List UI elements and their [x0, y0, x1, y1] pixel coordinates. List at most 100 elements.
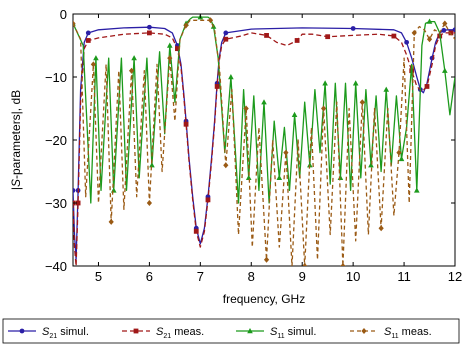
series-1-point	[325, 34, 331, 40]
series-3-point	[283, 149, 289, 156]
series-3-point	[128, 67, 135, 74]
series-3-point	[359, 99, 365, 106]
series-3-point	[207, 17, 214, 24]
x-tick-label: 5	[95, 269, 102, 284]
series-1-point	[75, 200, 81, 206]
legend-label-sub: 21	[49, 333, 57, 340]
series-3-point	[90, 61, 96, 68]
legend-label-main: S	[270, 326, 278, 338]
series-3-point	[396, 149, 402, 156]
y-axis-label: |S-parameters|, dB	[9, 90, 23, 190]
series-3-point	[146, 200, 152, 206]
series-3	[73, 17, 455, 266]
legend-label: S11 simul.	[270, 326, 316, 340]
series-2-point	[426, 18, 433, 24]
legend-label-suffix: simul.	[57, 326, 89, 338]
legend-label-suffix: simul.	[285, 326, 317, 338]
x-axis-label: frequency, GHz	[223, 292, 305, 306]
series-2-point	[131, 55, 137, 61]
legend-swatch-marker	[361, 328, 367, 334]
legend-entry-2: S11 simul.	[236, 326, 316, 340]
series-3-point	[223, 162, 229, 169]
series-2-point	[383, 86, 390, 92]
series-2-point	[368, 162, 374, 168]
series-0-point	[73, 188, 76, 193]
series-2-point	[228, 74, 234, 80]
legend-label: S11 meas.	[384, 326, 432, 340]
legend-label: S21 simul.	[42, 326, 89, 340]
series-1-point	[85, 38, 91, 43]
series-1-point	[391, 33, 397, 39]
series-3-point	[378, 225, 384, 232]
series-0-point	[441, 27, 447, 33]
series-line-1	[73, 32, 455, 266]
x-tick-label: 9	[299, 269, 306, 284]
x-tick-label: 11	[397, 269, 411, 284]
series-2-point	[245, 174, 252, 180]
series-3-point	[167, 55, 173, 62]
series-2-point	[166, 42, 173, 48]
legend-label-sub: 11	[391, 333, 398, 340]
legend-label-main: S	[384, 326, 392, 338]
series-3-point	[108, 218, 114, 225]
series-0-point	[350, 26, 356, 31]
legend-label: S21 meas.	[156, 326, 204, 340]
series-line-3	[73, 19, 455, 266]
legend-entry-0: S21 simul.	[8, 326, 89, 340]
series-1-point	[175, 46, 180, 52]
x-tick-label: 10	[346, 269, 360, 284]
y-tick-label: −10	[45, 70, 67, 85]
series-0-point	[85, 30, 91, 36]
legend-swatch-marker	[19, 328, 25, 334]
legend-entry-1: S21 meas.	[122, 326, 204, 340]
y-tick-label: 0	[60, 7, 67, 22]
series-1-point	[294, 38, 300, 43]
series-2-point	[414, 187, 420, 193]
series-3-point	[73, 20, 76, 27]
series-1-point	[183, 121, 189, 127]
series-1-point	[205, 197, 211, 203]
series-layer	[73, 14, 455, 266]
legend-label-main: S	[156, 326, 164, 338]
y-tick-label: −40	[45, 259, 67, 274]
legend-label-suffix: meas.	[171, 326, 204, 338]
series-3-point	[243, 105, 249, 112]
series-0-point	[223, 30, 229, 36]
series-3-point	[426, 36, 433, 43]
legend-swatch-marker	[133, 328, 139, 334]
series-2-point	[352, 80, 359, 86]
legend-label-suffix: meas.	[399, 326, 432, 338]
y-tick-label: −20	[45, 133, 67, 148]
legend-label-sub: 21	[163, 333, 171, 340]
series-1-point	[223, 36, 229, 42]
series-0-point	[404, 39, 410, 45]
x-tick-label: 12	[448, 269, 462, 284]
series-2-point	[442, 67, 448, 73]
series-1-point	[214, 84, 220, 89]
series-1-point	[424, 84, 430, 89]
series-1-point	[448, 30, 454, 36]
series-3-point	[302, 263, 308, 266]
legend-entry-3: S11 meas.	[350, 326, 432, 340]
series-3-point	[442, 20, 448, 27]
series-3-point	[183, 22, 189, 29]
series-2-point	[93, 55, 99, 61]
x-tick-label: 6	[146, 269, 153, 284]
series-1-point	[193, 228, 199, 234]
series-2-point	[322, 80, 328, 86]
series-2-point	[261, 99, 267, 105]
series-3-point	[411, 29, 417, 36]
series-2-point	[149, 162, 155, 168]
legend-box	[2, 318, 460, 344]
x-tick-label: 8	[248, 269, 255, 284]
legend-label-main: S	[42, 326, 50, 338]
series-3-point	[320, 105, 327, 112]
x-tick-label: 7	[197, 269, 204, 284]
plot-area	[72, 13, 456, 267]
series-0-point	[147, 24, 152, 30]
legend: S21 simul. S21 meas. S11 simul. S11 meas.	[8, 326, 432, 340]
legend-label-sub: 11	[277, 333, 284, 340]
series-3-point	[263, 256, 270, 263]
y-tick-label: −30	[45, 196, 67, 211]
